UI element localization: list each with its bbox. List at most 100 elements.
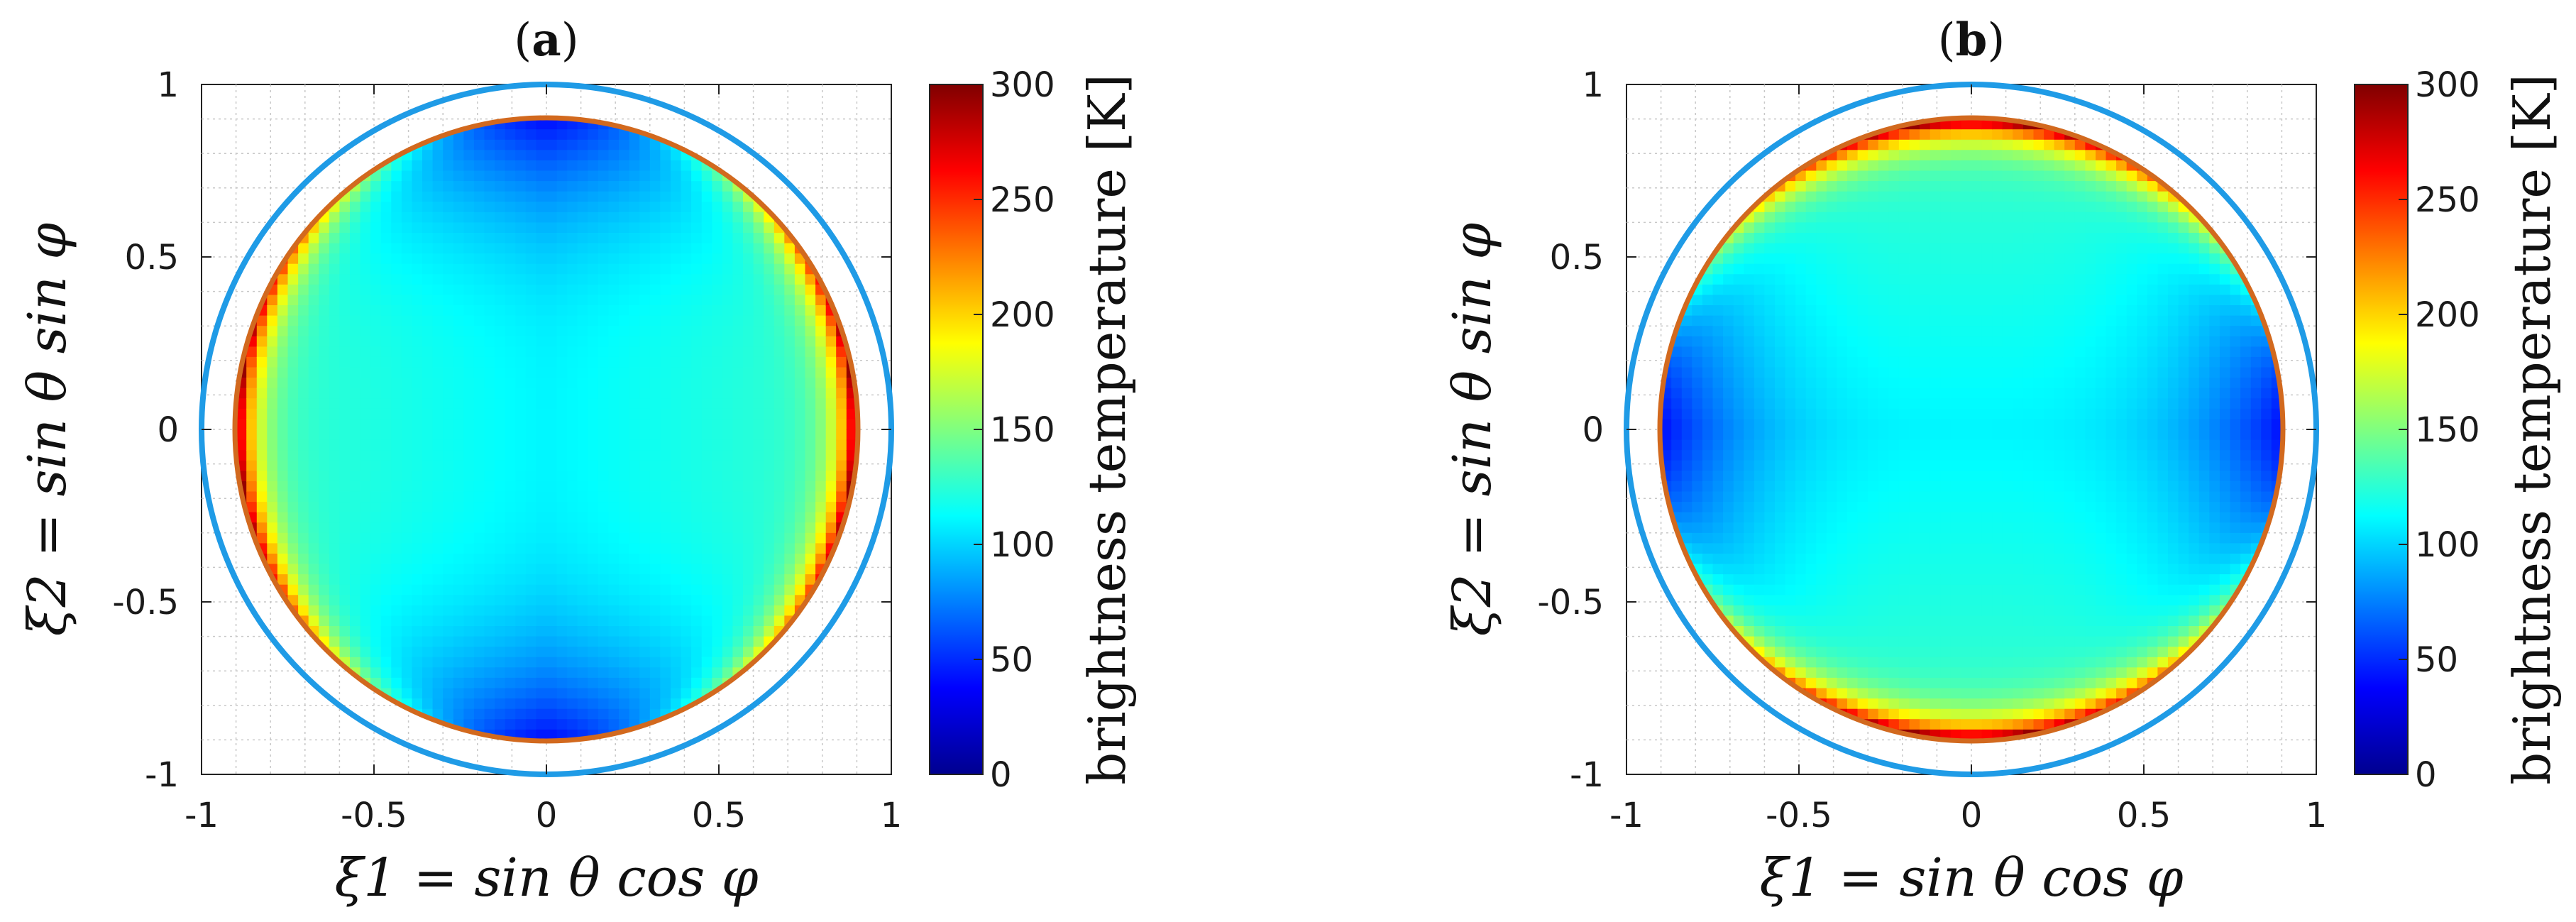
heat-cell-a [649, 439, 661, 451]
heat-cell-a [298, 419, 309, 430]
heat-cell-a [443, 471, 454, 482]
heat-cell-a [629, 657, 640, 669]
heat-cell-a [256, 502, 268, 513]
heat-cell-a [432, 274, 444, 285]
heat-cell-a [422, 688, 434, 699]
heat-cell-b [1981, 491, 1993, 503]
heat-cell-a [380, 378, 392, 389]
heat-cell-b [1992, 574, 2003, 586]
heat-cell-a [360, 263, 371, 275]
heat-cell-a [598, 222, 610, 234]
heat-cell-a [753, 295, 764, 306]
heat-cell-a [412, 615, 423, 627]
heatmap-b [1661, 119, 2281, 740]
heat-cell-a [401, 688, 413, 699]
heat-cell-b [2002, 512, 2014, 523]
heat-cell-a [691, 253, 703, 265]
heat-cell-a [287, 367, 299, 378]
heat-cell-b [1961, 564, 1972, 575]
heat-cell-a [495, 378, 506, 389]
heat-cell-a [308, 356, 320, 368]
heat-cell-b [1692, 388, 1703, 400]
heat-cell-b [1971, 471, 1983, 482]
heat-cell-a [370, 305, 382, 317]
heat-cell-a [753, 543, 764, 554]
heat-cell-b [1764, 315, 1776, 326]
heat-cell-b [1712, 502, 1724, 513]
heat-cell-a [463, 315, 475, 326]
heat-cell-a [794, 336, 806, 348]
heat-cell-a [319, 595, 330, 606]
heat-cell-a [712, 532, 723, 544]
heat-cell-a [525, 212, 537, 224]
heat-cell-a [639, 471, 651, 482]
heat-cell-b [1868, 615, 1879, 627]
heat-cell-b [1754, 295, 1766, 306]
heat-cell-a [525, 522, 537, 534]
heat-cell-a [671, 512, 682, 523]
heat-cell-b [2022, 378, 2035, 389]
heat-cell-b [1961, 315, 1972, 326]
heat-cell-b [1847, 554, 1859, 565]
heat-cell-a [598, 512, 610, 523]
heat-cell-b [1671, 502, 1683, 513]
heat-cell-a [422, 212, 434, 224]
heat-cell-a [484, 253, 495, 265]
heat-cell-a [681, 336, 692, 348]
heat-cell-a [463, 688, 475, 699]
heat-cell-b [1795, 346, 1807, 358]
heat-cell-a [598, 626, 610, 637]
heat-cell-b [1940, 129, 1952, 141]
heat-cell-a [422, 191, 434, 203]
heat-cell-a [443, 636, 454, 647]
heat-cell-a [546, 336, 558, 348]
heat-cell-a [380, 667, 392, 679]
heat-cell-a [556, 522, 568, 534]
heat-cell-b [1878, 532, 1890, 544]
heat-cell-a [660, 615, 671, 627]
heat-cell-a [588, 636, 599, 647]
heat-cell-a [298, 388, 309, 400]
heat-cell-a [401, 336, 413, 348]
heat-cell-a [401, 564, 413, 575]
heat-cell-b [1940, 491, 1952, 503]
heat-cell-a [649, 315, 661, 326]
heat-cell-a [577, 574, 589, 586]
heat-cell-a [701, 398, 713, 410]
heat-cell-a [691, 263, 703, 275]
heat-cell-b [1940, 150, 1952, 161]
heat-cell-b [1930, 657, 1942, 669]
heat-cell-a [805, 429, 816, 441]
heat-cell-a [484, 605, 495, 617]
heat-cell-b [1837, 657, 1848, 669]
heat-cell-b [1930, 688, 1942, 699]
heat-cell-b [1878, 295, 1890, 306]
heat-cell-a [639, 212, 651, 224]
heat-cell-a [577, 532, 589, 544]
heat-cell-b [1837, 212, 1848, 224]
heat-cell-a [505, 667, 517, 679]
heat-cell-a [567, 543, 578, 554]
heat-cell-a [443, 667, 454, 679]
heat-cell-a [463, 626, 475, 637]
heat-cell-a [556, 160, 568, 172]
heat-cell-a [608, 202, 620, 213]
heat-cell-b [1805, 636, 1817, 647]
heat-cell-b [1878, 170, 1890, 182]
heat-cell-a [598, 336, 610, 348]
heat-cell-a [360, 439, 371, 451]
heat-cell-b [1857, 274, 1868, 285]
heat-cell-b [1837, 688, 1848, 699]
heat-cell-b [1920, 491, 1931, 503]
heat-cell-b [1920, 222, 1931, 234]
heat-cell-a [546, 626, 558, 637]
heat-cell-a [422, 429, 434, 441]
heat-cell-b [1733, 595, 1745, 606]
heat-cell-a [743, 284, 754, 296]
heat-cell-b [1805, 564, 1817, 575]
heat-cell-a [515, 512, 527, 523]
heat-cell-b [1940, 160, 1952, 172]
heat-cell-a [743, 636, 754, 647]
heat-cell-a [701, 564, 713, 575]
heat-cell-a [380, 202, 392, 213]
